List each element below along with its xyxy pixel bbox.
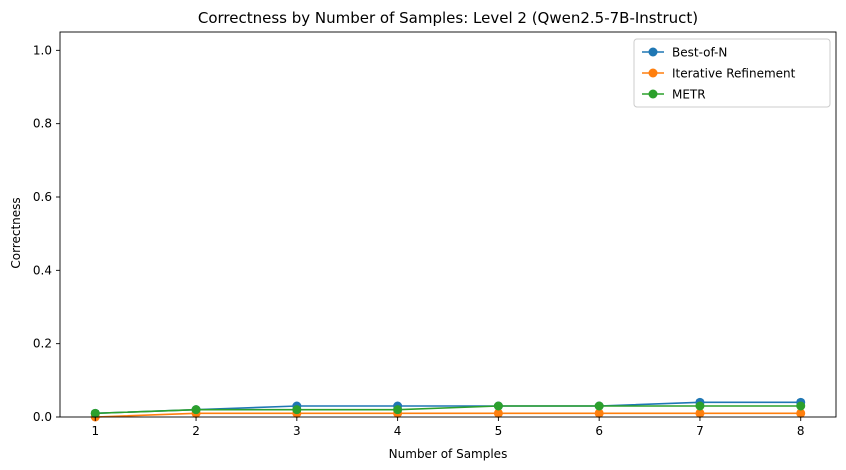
data-point — [594, 401, 604, 411]
x-axis-label: Number of Samples — [389, 447, 508, 461]
legend-marker — [648, 89, 658, 99]
chart-title: Correctness by Number of Samples: Level … — [198, 9, 698, 27]
data-point — [393, 405, 403, 415]
x-tick-label: 3 — [293, 424, 301, 438]
y-tick-label: 0.2 — [33, 337, 52, 351]
data-point — [493, 408, 503, 418]
series-line-2 — [95, 412, 801, 418]
y-tick-label: 1.0 — [33, 43, 52, 57]
legend-label: Best-of-N — [672, 46, 727, 60]
data-point — [493, 401, 503, 411]
data-point — [292, 405, 302, 415]
x-tick-label: 4 — [394, 424, 402, 438]
data-point — [796, 408, 806, 418]
legend-label: Iterative Refinement — [672, 67, 796, 81]
y-tick-label: 0.0 — [33, 410, 52, 424]
x-tick-label: 6 — [595, 424, 603, 438]
plot-area: 1 2 3 4 5 6 7 8 0.0 0.2 0.4 0.6 0.8 1.0 — [33, 31, 837, 438]
y-axis-label: Correctness — [9, 197, 23, 268]
data-point — [695, 401, 705, 411]
data-point — [695, 408, 705, 418]
data-point — [796, 401, 806, 411]
legend-box — [633, 38, 831, 108]
data-point — [594, 408, 604, 418]
x-tick-label: 1 — [91, 424, 99, 438]
y-tick-label: 0.4 — [33, 263, 52, 277]
y-tick-label: 0.6 — [33, 190, 52, 204]
series-line-3 — [95, 405, 801, 415]
legend-marker — [648, 47, 658, 57]
legend: Best-of-N Iterative Refinement METR — [633, 38, 831, 108]
x-tick-label: 8 — [797, 424, 805, 438]
legend-marker — [648, 68, 658, 78]
x-tick-label: 2 — [192, 424, 200, 438]
y-tick-label: 0.8 — [33, 117, 52, 131]
legend-label: METR — [672, 88, 706, 102]
x-tick-label: 5 — [495, 424, 503, 438]
x-tick-label: 7 — [696, 424, 704, 438]
data-point — [191, 405, 201, 415]
data-point — [90, 408, 100, 418]
axes-frame — [59, 31, 837, 418]
